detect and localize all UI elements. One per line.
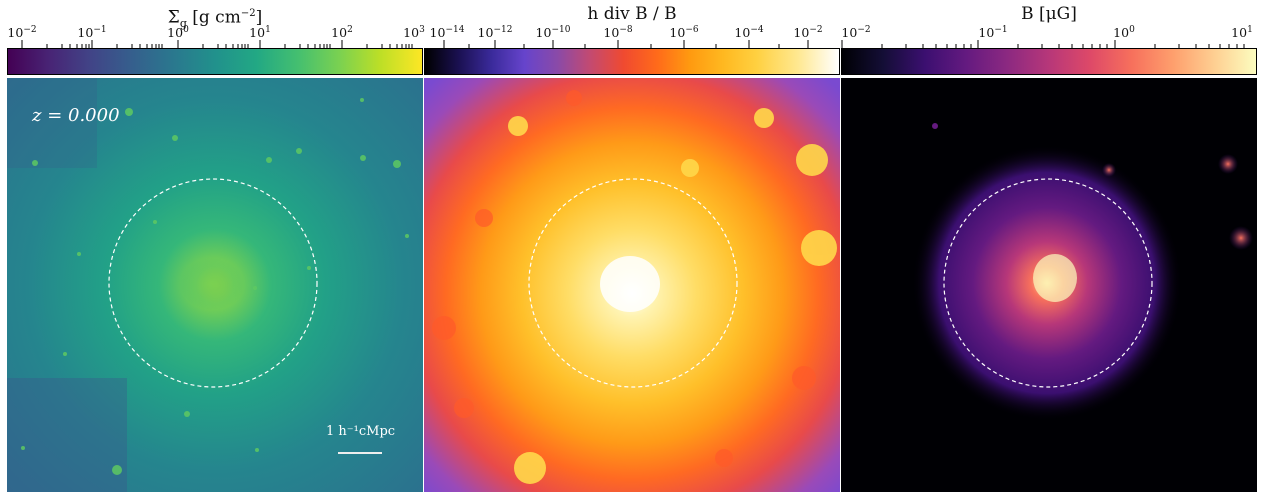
tick-label: 103 bbox=[403, 25, 425, 40]
tick-label: 10−8 bbox=[603, 25, 633, 40]
panel-magnetic-field: B [μG] bbox=[841, 0, 1257, 492]
tick-label: 10−12 bbox=[477, 25, 513, 40]
colorbar-ticks-divergence bbox=[443, 40, 809, 48]
tick-label: 10−6 bbox=[669, 25, 699, 40]
colorbar-viridis bbox=[7, 48, 423, 75]
tick-label: 10−4 bbox=[734, 25, 764, 40]
tick-label: 10−14 bbox=[429, 25, 465, 40]
colorbar-divergence bbox=[424, 48, 840, 75]
map-divergence bbox=[424, 78, 840, 492]
colorbar-title-surface-density: Σg [g cm−2] bbox=[167, 7, 263, 31]
tick-label: 10−2 bbox=[841, 25, 871, 40]
colorbar-title-divergence: h div B / B bbox=[587, 4, 677, 24]
tick-label: 10−1 bbox=[77, 25, 107, 40]
tick-label: 101 bbox=[249, 25, 271, 40]
scale-bar bbox=[338, 452, 382, 454]
tick-label: 100 bbox=[1113, 25, 1135, 40]
tick-label: 101 bbox=[1231, 25, 1253, 40]
tick-label: 10−10 bbox=[535, 25, 571, 40]
redshift-label: z = 0.000 bbox=[32, 105, 120, 126]
panel-divergence: h div B / B bbox=[424, 0, 840, 492]
map-magnetic-field bbox=[841, 78, 1257, 492]
tick-label: 10−2 bbox=[7, 25, 37, 40]
tick-label: 102 bbox=[331, 25, 353, 40]
colorbar-title-magnetic-field: B [μG] bbox=[1021, 4, 1077, 24]
colorbar-ticks-magnetic-field bbox=[841, 40, 1245, 48]
tick-label: 100 bbox=[167, 25, 189, 40]
tick-label: 10−2 bbox=[793, 25, 823, 40]
panel-surface-density: Σg [g cm−2] bbox=[7, 0, 423, 492]
colorbar-magma bbox=[841, 48, 1257, 75]
tick-label: 10−1 bbox=[978, 25, 1008, 40]
map-surface-density bbox=[7, 78, 423, 492]
colorbar-ticks-surface-density bbox=[21, 40, 413, 48]
scale-bar-label: 1 h⁻¹cMpc bbox=[326, 424, 396, 439]
